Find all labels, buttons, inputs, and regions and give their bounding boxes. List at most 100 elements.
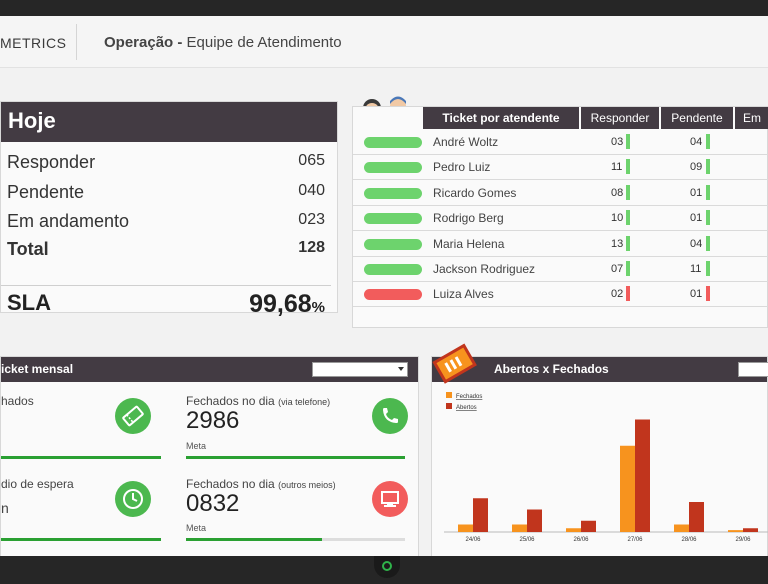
monitor-top-bezel <box>0 0 768 16</box>
today-row-label: Em andamento <box>7 211 130 231</box>
bar-abertos <box>473 498 488 532</box>
power-button[interactable] <box>374 556 400 578</box>
pendente-indicator <box>706 134 710 149</box>
table-row[interactable]: Maria Helena 13 04 <box>353 232 768 257</box>
responder-count: 11 <box>611 161 623 174</box>
col-header-agent[interactable]: Ticket por atendente <box>423 107 579 129</box>
status-pill <box>364 213 422 225</box>
pendente-count: 04 <box>690 136 703 148</box>
page-title-rest: Equipe de Atendimento <box>186 34 342 51</box>
opened-closed-chart: Fechados Abertos 24/06 25/06 26/06 27/06 28/06… <box>444 392 768 543</box>
x-tick-label: 26/06 <box>573 537 589 543</box>
sla-unit: % <box>311 299 325 316</box>
table-row[interactable]: André Woltz 03 04 <box>353 130 768 155</box>
today-panel: Hoje Responder 065 Pendente 040 Em andam… <box>0 101 338 318</box>
left-metric-2-progress <box>1 538 161 541</box>
brand-logo: METRICS <box>0 35 67 51</box>
month-select[interactable] <box>312 362 408 377</box>
bar-fechados <box>566 528 581 532</box>
responder-count: 13 <box>611 237 624 250</box>
pendente-count: 01 <box>690 186 703 199</box>
responder-indicator <box>626 261 630 276</box>
pendente-count: 09 <box>690 161 703 174</box>
right-metric-2-meta: Meta <box>186 523 207 533</box>
today-row-responder: Responder 065 <box>7 152 325 173</box>
today-row-total: Total 128 <box>7 239 325 260</box>
pendente-indicator <box>706 210 710 226</box>
x-tick-label: 28/06 <box>681 537 697 543</box>
page-title: Operação - Equipe de Atendimento <box>104 34 342 51</box>
today-total-label: Total <box>7 239 49 259</box>
col-header-pendente[interactable]: Pendente <box>661 107 733 129</box>
pendente-indicator <box>706 159 710 175</box>
today-row-value: 040 <box>298 182 325 199</box>
bar-fechados <box>512 524 527 532</box>
legend-label: Abertos <box>456 405 477 411</box>
pendente-indicator <box>706 261 710 276</box>
agent-name: Ricardo Gomes <box>433 185 517 200</box>
x-tick-label: 24/06 <box>465 537 481 543</box>
today-title: Hoje <box>1 102 337 142</box>
col-header-andamento[interactable]: Em <box>735 107 768 129</box>
x-tick-label: 27/06 <box>627 537 643 543</box>
bar-abertos <box>689 502 704 532</box>
top-header: METRICS Operação - Equipe de Atendimento <box>0 16 768 68</box>
dashboard-screen: METRICS Operação - Equipe de Atendimento… <box>0 16 768 556</box>
pendente-count: 01 <box>690 288 703 301</box>
status-pill <box>364 264 422 275</box>
table-row[interactable]: Luiza Alves 02 01 <box>353 282 768 308</box>
table-row[interactable]: Rodrigo Berg 10 01 <box>353 206 768 232</box>
col-header-responder[interactable]: Responder <box>581 107 659 129</box>
sla-value: 99,68 <box>249 290 312 318</box>
today-row-value: 065 <box>298 152 325 169</box>
today-total-value: 128 <box>298 239 325 256</box>
bar-abertos <box>635 419 650 532</box>
x-tick-label: 25/06 <box>519 537 535 543</box>
status-pill <box>364 187 422 199</box>
sla-value-wrap: 99,68% <box>249 290 325 319</box>
power-icon <box>382 561 392 571</box>
status-pill <box>364 238 422 250</box>
responder-count: 08 <box>611 186 624 199</box>
bar-fechados <box>674 524 689 532</box>
responder-indicator <box>626 286 630 302</box>
agent-name: Maria Helena <box>433 236 505 251</box>
left-metric-2-label: dio de espera <box>1 477 74 491</box>
responder-indicator <box>626 184 630 200</box>
ticket-icon <box>115 398 151 434</box>
left-metric-2-value: n <box>1 500 9 516</box>
bar-abertos <box>743 528 758 532</box>
header-divider <box>76 24 77 60</box>
right-metric-2-progress <box>186 538 405 541</box>
right-metric-1-value: 2986 <box>186 407 240 434</box>
table-row[interactable]: Pedro Luiz 11 09 <box>353 155 768 181</box>
table-row[interactable]: Jackson Rodriguez 07 11 <box>353 257 768 282</box>
table-row[interactable]: Ricardo Gomes 08 01 <box>353 181 768 206</box>
today-row-andamento: Em andamento 023 <box>7 211 325 232</box>
bar-fechados <box>620 445 635 532</box>
pendente-indicator <box>706 184 710 200</box>
responder-count: 02 <box>611 288 624 301</box>
right-metric-2-value: 0832 <box>186 490 240 517</box>
left-metric-1-progress <box>1 456 161 459</box>
computer-icon <box>372 481 408 517</box>
today-row-label: Pendente <box>7 182 85 202</box>
today-row-value: 023 <box>298 211 325 228</box>
legend-swatch <box>446 392 452 398</box>
x-tick-label: 29/06 <box>735 537 751 543</box>
pendente-count: 04 <box>690 237 703 250</box>
tickets-flag-icon <box>432 343 477 384</box>
right-metric-1-progress <box>186 456 405 459</box>
opened-closed-panel: Abertos x Fechados Fechados Abertos 24/06 2… <box>431 356 768 556</box>
agent-name: Jackson Rodriguez <box>433 262 536 276</box>
right-metric-1-meta: Meta <box>186 441 207 451</box>
sla-label: SLA <box>7 290 51 315</box>
bar-abertos <box>527 509 542 532</box>
agent-name: Pedro Luiz <box>433 160 491 175</box>
agent-name: Luiza Alves <box>433 287 494 302</box>
pendente-indicator <box>706 286 710 302</box>
responder-count: 10 <box>611 212 624 225</box>
period-select[interactable] <box>738 362 768 377</box>
clock-icon <box>115 481 151 517</box>
phone-icon <box>372 398 408 434</box>
